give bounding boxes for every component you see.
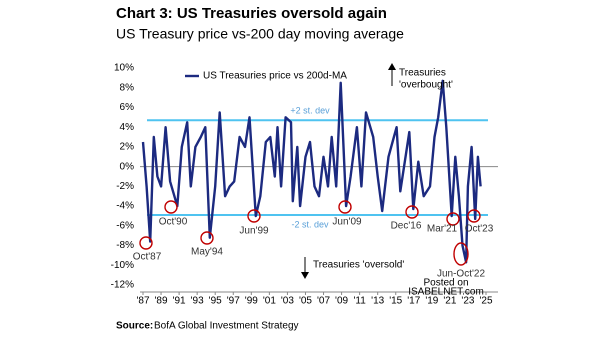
event-label: Jun-Oct'22 xyxy=(437,269,485,280)
y-tick-label: 8% xyxy=(120,82,135,93)
arrow-head xyxy=(388,63,396,70)
x-tick-label: '99 xyxy=(245,296,258,307)
event-circle xyxy=(467,209,481,223)
event-label: Jun'09 xyxy=(332,217,362,228)
x-tick-label: '25 xyxy=(479,296,492,307)
x-tick-label: '19 xyxy=(425,296,438,307)
y-tick-label: 10% xyxy=(114,63,134,74)
event-label: May'94 xyxy=(191,247,223,258)
oversold-note: Treasuries 'oversold' xyxy=(313,260,404,271)
reference-label: +2 st. dev xyxy=(290,106,330,116)
x-tick-label: '01 xyxy=(263,296,276,307)
reference-label: -2 st. dev xyxy=(291,219,329,229)
event-circle xyxy=(200,231,214,245)
event-label: Oct'90 xyxy=(159,217,188,228)
watermark: Posted on xyxy=(423,278,468,289)
y-tick-label: -6% xyxy=(116,220,134,231)
event-circle xyxy=(164,200,178,214)
x-tick-label: '89 xyxy=(155,296,168,307)
x-tick-label: '05 xyxy=(299,296,312,307)
overbought-note: Treasuries xyxy=(399,68,446,79)
y-tick-label: 4% xyxy=(120,122,135,133)
x-tick-label: '17 xyxy=(407,296,420,307)
x-tick-label: '95 xyxy=(209,296,222,307)
event-circle xyxy=(405,205,419,219)
event-label: Jun'99 xyxy=(239,226,269,237)
y-tick-label: -12% xyxy=(111,280,134,291)
y-tick-label: -10% xyxy=(111,260,134,271)
x-tick-label: '11 xyxy=(353,296,366,307)
y-tick-label: 6% xyxy=(120,102,135,113)
data-line xyxy=(141,79,482,264)
watermark: ISABELNET.com xyxy=(408,287,484,298)
x-tick-label: '93 xyxy=(191,296,204,307)
x-tick-label: '87 xyxy=(136,296,149,307)
x-tick-label: '91 xyxy=(173,296,186,307)
event-label: Mar'21 xyxy=(427,224,458,235)
event-circle xyxy=(338,200,352,214)
event-label: Oct'87 xyxy=(133,252,162,263)
x-tick-label: '23 xyxy=(461,296,474,307)
y-tick-label: -4% xyxy=(116,201,134,212)
x-tick-label: '13 xyxy=(371,296,384,307)
chart-subtitle: US Treasury price vs-200 day moving aver… xyxy=(116,26,404,42)
y-tick-label: 0% xyxy=(120,161,135,172)
event-label: Oct'23 xyxy=(465,224,494,235)
event-label: Dec'16 xyxy=(391,221,422,232)
source-label: Source: xyxy=(116,321,153,332)
legend-label: US Treasuries price vs 200d-MA xyxy=(203,71,347,82)
y-tick-label: -2% xyxy=(116,181,134,192)
x-tick-label: '03 xyxy=(281,296,294,307)
event-circle xyxy=(247,209,261,223)
x-tick-label: '97 xyxy=(227,296,240,307)
x-tick-label: '09 xyxy=(335,296,348,307)
x-tick-label: '21 xyxy=(443,296,456,307)
x-tick-label: '07 xyxy=(317,296,330,307)
event-circle xyxy=(453,242,469,266)
x-tick-label: '15 xyxy=(389,296,402,307)
event-circle xyxy=(139,236,153,250)
event-circle xyxy=(446,212,460,226)
chart-title: Chart 3: US Treasuries oversold again xyxy=(116,5,387,22)
overbought-note: 'overbought' xyxy=(399,80,453,91)
source: BofA Global Investment Strategy xyxy=(154,321,299,332)
y-tick-label: -8% xyxy=(116,240,134,251)
y-tick-label: 2% xyxy=(120,142,135,153)
arrow-head xyxy=(301,272,309,279)
